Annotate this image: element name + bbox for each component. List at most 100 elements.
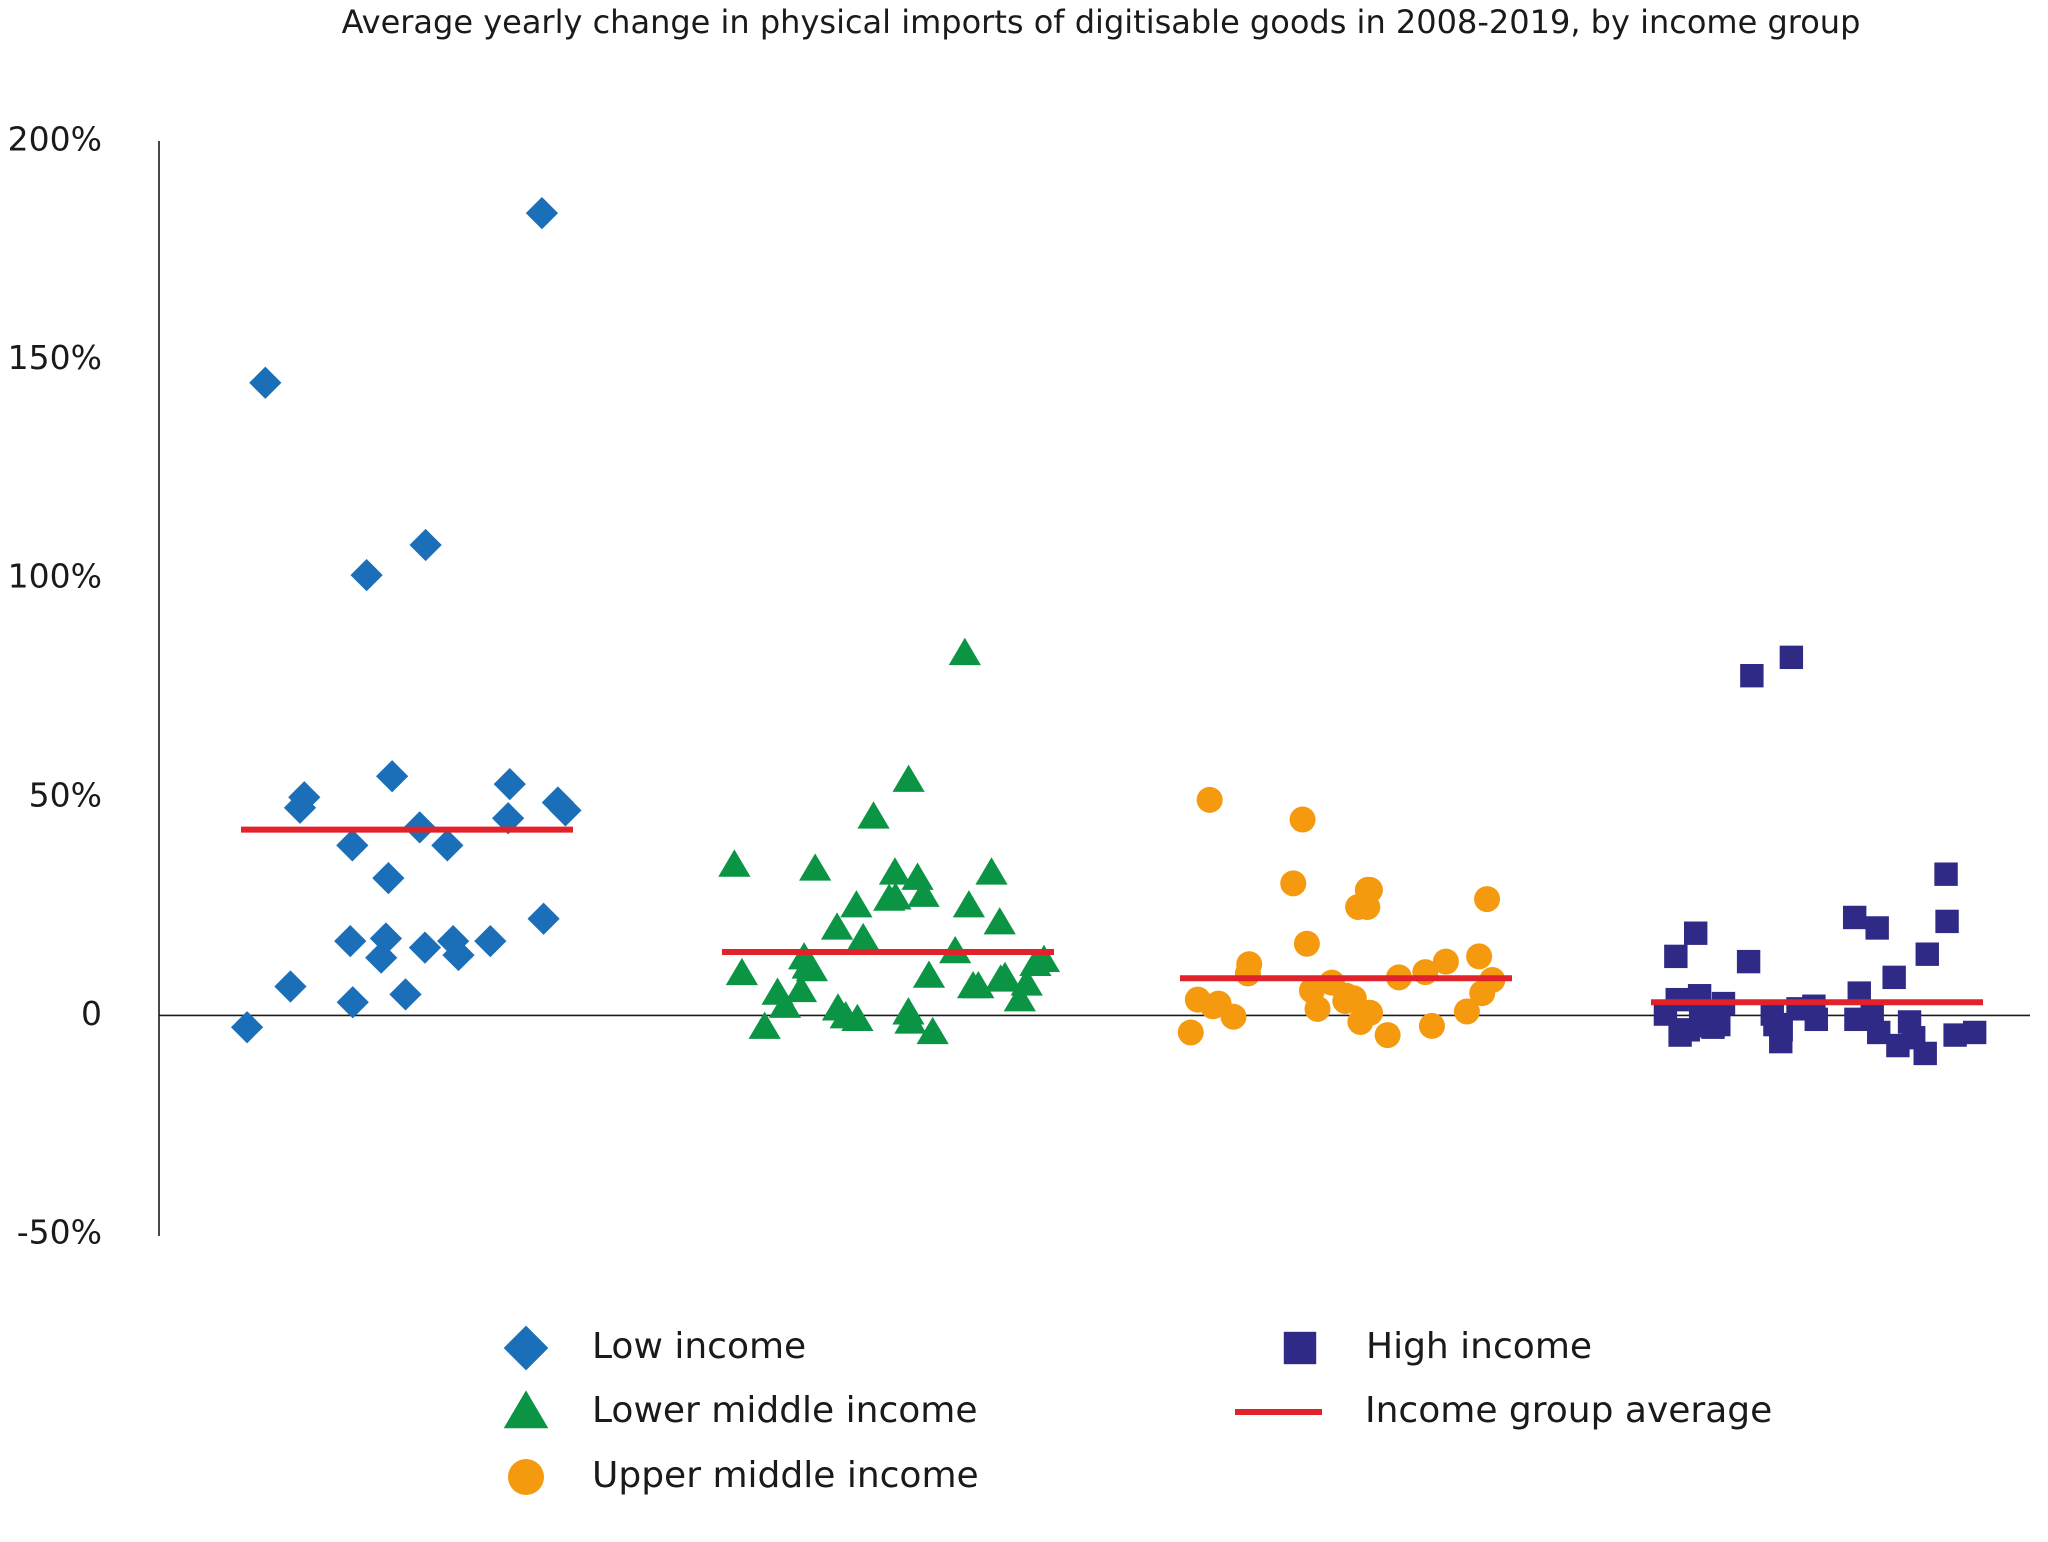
point — [442, 938, 475, 972]
point — [1886, 1033, 1910, 1058]
point — [288, 781, 321, 814]
point — [901, 862, 934, 890]
point — [952, 890, 986, 918]
point — [1418, 1012, 1445, 1039]
point — [1474, 886, 1501, 913]
y-tick-label: 100% — [8, 557, 102, 596]
point — [962, 970, 995, 999]
point — [948, 637, 981, 666]
point — [1882, 965, 1906, 990]
point — [1177, 1019, 1204, 1046]
point — [389, 978, 422, 1011]
point — [1280, 870, 1307, 897]
legend-marker — [508, 1459, 544, 1495]
y-tick-label: 0 — [81, 994, 102, 1033]
point — [1860, 1005, 1884, 1029]
point — [492, 802, 525, 835]
point — [878, 857, 912, 885]
point — [437, 924, 470, 958]
point — [1234, 960, 1261, 987]
point — [879, 882, 912, 910]
point — [1943, 1023, 1967, 1047]
legend-marker — [503, 1325, 549, 1371]
point — [795, 953, 829, 982]
legend-label: Low income — [592, 1326, 806, 1367]
point — [857, 801, 890, 829]
y-tick-label: 50% — [29, 775, 102, 814]
legend-marker — [503, 1390, 549, 1429]
legend-label: Lower middle income — [592, 1390, 978, 1431]
point — [983, 907, 1016, 935]
point — [1354, 876, 1381, 903]
point — [1779, 645, 1804, 670]
point — [1347, 1008, 1374, 1035]
point — [1019, 948, 1052, 976]
point — [799, 853, 832, 881]
point — [249, 366, 282, 399]
point — [1842, 905, 1867, 930]
point — [1293, 930, 1320, 957]
point — [1466, 943, 1493, 970]
point — [274, 970, 307, 1003]
point — [230, 1011, 264, 1044]
point — [916, 1016, 949, 1045]
point — [525, 197, 559, 230]
point — [1740, 663, 1764, 688]
y-tick-label: -50% — [17, 1213, 102, 1252]
legend-label: Upper middle income — [592, 1455, 979, 1496]
point — [847, 922, 880, 951]
point — [894, 1006, 927, 1034]
point — [984, 964, 1017, 992]
point — [549, 794, 582, 827]
point — [1736, 949, 1761, 974]
point — [907, 879, 940, 907]
point — [1453, 998, 1480, 1025]
y-tick-label: 150% — [8, 338, 102, 377]
point — [334, 924, 367, 958]
point — [1865, 916, 1889, 940]
point — [1962, 1020, 1987, 1045]
point — [1469, 980, 1496, 1007]
point — [1653, 1002, 1678, 1026]
y-tick-label: 200% — [8, 120, 102, 159]
point — [892, 764, 925, 792]
point — [1003, 984, 1036, 1012]
point — [375, 760, 409, 793]
chart-title: Average yearly change in physical import… — [342, 3, 1861, 41]
point — [350, 559, 383, 592]
point — [1184, 986, 1211, 1013]
point — [372, 861, 405, 895]
point — [336, 829, 369, 862]
point — [1664, 944, 1688, 969]
point — [768, 990, 802, 1018]
point — [1668, 1023, 1692, 1047]
point — [784, 974, 818, 1003]
point — [1913, 1041, 1937, 1066]
point — [1847, 981, 1871, 1005]
point — [1332, 987, 1359, 1014]
point — [409, 528, 442, 562]
point — [1220, 1003, 1247, 1030]
point — [820, 912, 854, 940]
point — [1298, 977, 1325, 1004]
point — [975, 857, 1008, 885]
point — [336, 986, 369, 1019]
point — [1934, 862, 1958, 886]
point — [841, 1003, 874, 1032]
point — [527, 902, 560, 935]
point — [718, 849, 751, 877]
point — [1196, 786, 1223, 813]
point — [1915, 942, 1939, 966]
point — [725, 957, 759, 986]
point — [1289, 806, 1316, 833]
point — [365, 941, 398, 974]
point — [840, 890, 873, 918]
point — [474, 924, 507, 958]
point — [912, 960, 946, 988]
point — [748, 1011, 781, 1039]
point — [1935, 909, 1959, 934]
point — [1763, 1012, 1787, 1037]
point — [431, 829, 464, 862]
legend-marker — [1283, 1331, 1317, 1365]
